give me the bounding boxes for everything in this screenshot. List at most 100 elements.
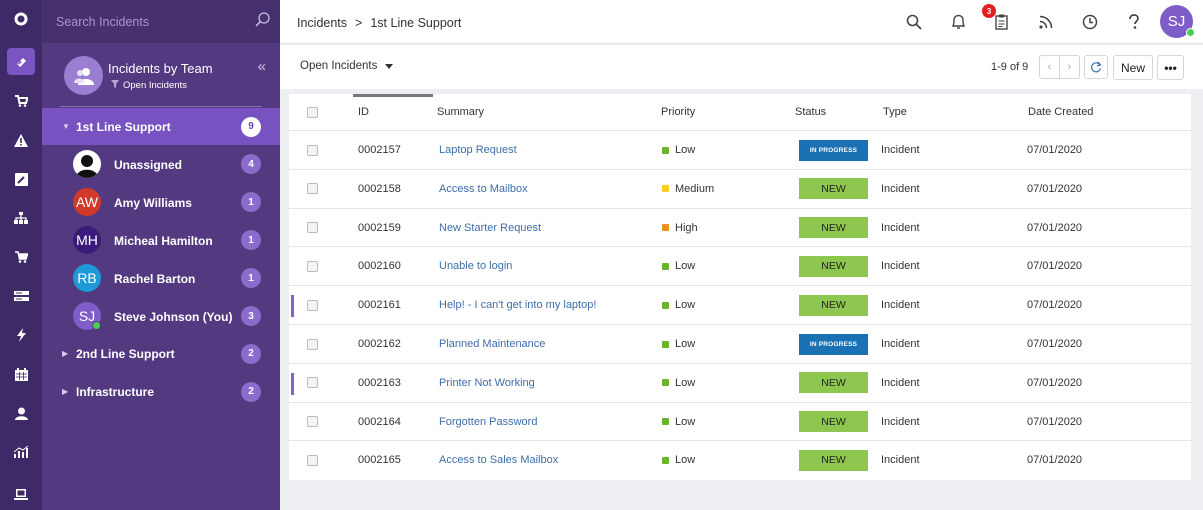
row-checkbox[interactable]: [307, 364, 318, 402]
team-second-line-support[interactable]: ▶ 2nd Line Support 2: [42, 335, 280, 372]
incident-summary-link[interactable]: Laptop Request: [439, 144, 517, 156]
column-header-status[interactable]: Status: [795, 106, 827, 118]
column-header-id[interactable]: ID: [358, 106, 369, 118]
rss-icon[interactable]: [1035, 11, 1057, 33]
more-options-button[interactable]: •••: [1157, 55, 1184, 80]
next-page-button[interactable]: ›: [1059, 55, 1080, 79]
status-badge: NEW: [799, 372, 868, 394]
breadcrumb: Incidents >1st Line Support: [297, 16, 469, 30]
priority: Low: [662, 247, 695, 285]
table-row[interactable]: 0002157 Laptop Request Low IN PROGRESS Incid…: [289, 130, 1191, 169]
new-button[interactable]: New: [1113, 55, 1153, 80]
table-row[interactable]: 0002160 Unable to login Low NEW Incident 07/0…: [289, 246, 1191, 285]
collapse-panel-icon[interactable]: «: [257, 58, 266, 75]
row-checkbox[interactable]: [307, 170, 318, 208]
incident-summary-link[interactable]: Access to Mailbox: [439, 182, 528, 195]
table-row[interactable]: 0002164 Forgotten Password Low NEW Incident 0…: [289, 401, 1191, 441]
server-icon[interactable]: [0, 281, 42, 311]
list-toolbar: Open Incidents 1-9 of 9 ‹ › New •••: [280, 45, 1203, 89]
select-all-checkbox[interactable]: [307, 94, 318, 130]
search-bar[interactable]: Search Incidents: [42, 0, 280, 43]
breadcrumb-incidents[interactable]: Incidents: [297, 16, 348, 30]
search-icon[interactable]: [903, 11, 925, 33]
incidents-tag-icon[interactable]: [7, 48, 35, 75]
column-header-summary[interactable]: Summary: [437, 106, 485, 118]
member-unassigned[interactable]: Unassigned 4: [42, 145, 280, 183]
edit-icon[interactable]: [0, 164, 42, 194]
table-row[interactable]: 0002162 Planned Maintenance Low IN PROGRESS…: [289, 324, 1191, 363]
table-row[interactable]: 0002163 Printer Not Working Low NEW Incident…: [289, 362, 1191, 402]
bell-icon[interactable]: [947, 11, 969, 33]
row-checkbox[interactable]: [307, 247, 318, 285]
incident-summary-link[interactable]: Forgotten Password: [439, 415, 538, 428]
clock-icon[interactable]: [1079, 11, 1101, 33]
incident-type: Incident: [881, 144, 920, 156]
incident-summary-link[interactable]: Access to Sales Mailbox: [439, 454, 559, 467]
priority-dot-icon: [662, 146, 669, 154]
row-checkbox[interactable]: [307, 131, 318, 169]
row-checkbox[interactable]: [307, 403, 318, 441]
user-avatar[interactable]: SJ: [1160, 5, 1193, 38]
incident-summary-link[interactable]: Unable to login: [439, 260, 513, 273]
row-checkbox[interactable]: [307, 441, 318, 479]
table-row[interactable]: 0002165 Access to Sales Mailbox Low NEW Inci…: [289, 440, 1191, 479]
row-checkbox[interactable]: [307, 325, 318, 363]
member-count: 4: [241, 154, 261, 174]
column-header-priority[interactable]: Priority: [661, 106, 696, 118]
team-label: Infrastructure: [76, 384, 155, 399]
member-micheal-hamilton[interactable]: MH Micheal Hamilton 1: [42, 221, 280, 259]
column-header-type[interactable]: Type: [883, 106, 907, 118]
view-dropdown[interactable]: Open Incidents: [300, 60, 394, 72]
warning-icon[interactable]: [0, 125, 42, 155]
cart-alt-icon[interactable]: [0, 242, 42, 272]
chart-icon[interactable]: [0, 437, 42, 467]
date-created: 07/01/2020: [1027, 338, 1083, 350]
priority-dot-icon: [662, 418, 669, 426]
row-checkbox[interactable]: [307, 209, 318, 247]
priority-dot-icon: [662, 379, 669, 387]
team-count: 2: [241, 343, 261, 364]
refresh-button[interactable]: [1084, 55, 1108, 79]
laptop-icon[interactable]: [0, 479, 42, 509]
priority-label: Low: [675, 144, 696, 156]
incident-summary-link[interactable]: Printer Not Working: [439, 376, 535, 389]
table-row[interactable]: 0002158 Access to Mailbox Medium NEW Inciden…: [289, 168, 1191, 208]
incident-summary-link[interactable]: Help! - I can't get into my laptop!: [439, 299, 597, 312]
member-amy-williams[interactable]: AW Amy Williams 1: [42, 183, 280, 221]
member-name: Steve Johnson (You): [114, 310, 233, 324]
table-row[interactable]: 0002159 New Starter Request High NEW Inciden…: [289, 207, 1191, 247]
search-icon[interactable]: [255, 12, 270, 30]
clipboard-icon[interactable]: [990, 11, 1012, 33]
priority-label: Low: [675, 338, 696, 350]
logo-circle-icon[interactable]: [0, 4, 42, 34]
prev-page-button[interactable]: ‹: [1039, 55, 1060, 79]
team-infrastructure[interactable]: ▶ Infrastructure 2: [42, 373, 280, 410]
help-icon[interactable]: [1123, 11, 1145, 33]
team-first-line-support[interactable]: ▼ 1st Line Support 9: [42, 108, 280, 145]
incident-type: Incident: [881, 454, 920, 467]
member-rachel-barton[interactable]: RB Rachel Barton 1: [42, 259, 280, 297]
row-checkbox[interactable]: [307, 286, 318, 324]
search-input[interactable]: Search Incidents: [56, 15, 150, 29]
incident-summary-link[interactable]: New Starter Request: [439, 221, 542, 234]
status-cell: NEW: [799, 286, 868, 324]
org-chart-icon[interactable]: [0, 203, 42, 233]
panel-filter: Open Incidents: [111, 80, 187, 91]
column-header-date-created[interactable]: Date Created: [1028, 106, 1094, 118]
incident-summary-link[interactable]: Planned Maintenance: [439, 338, 546, 350]
team-label: 2nd Line Support: [76, 346, 175, 361]
calendar-icon[interactable]: [0, 359, 42, 389]
date-created: 07/01/2020: [1027, 415, 1083, 428]
incident-id: 0002159: [358, 221, 401, 234]
date-created: 07/01/2020: [1027, 376, 1083, 389]
date-created: 07/01/2020: [1027, 260, 1083, 273]
bolt-icon[interactable]: [0, 320, 42, 350]
cart-icon[interactable]: [0, 86, 42, 116]
user-icon[interactable]: [0, 398, 42, 428]
incident-type: Incident: [881, 221, 920, 234]
member-steve-johnson[interactable]: SJ Steve Johnson (You) 3: [42, 297, 280, 335]
team-count: 2: [241, 381, 261, 402]
dropdown-arrow-icon: [385, 60, 394, 72]
table-row[interactable]: 0002161 Help! - I can't get into my lapto…: [289, 285, 1191, 324]
priority: Low: [662, 364, 695, 402]
